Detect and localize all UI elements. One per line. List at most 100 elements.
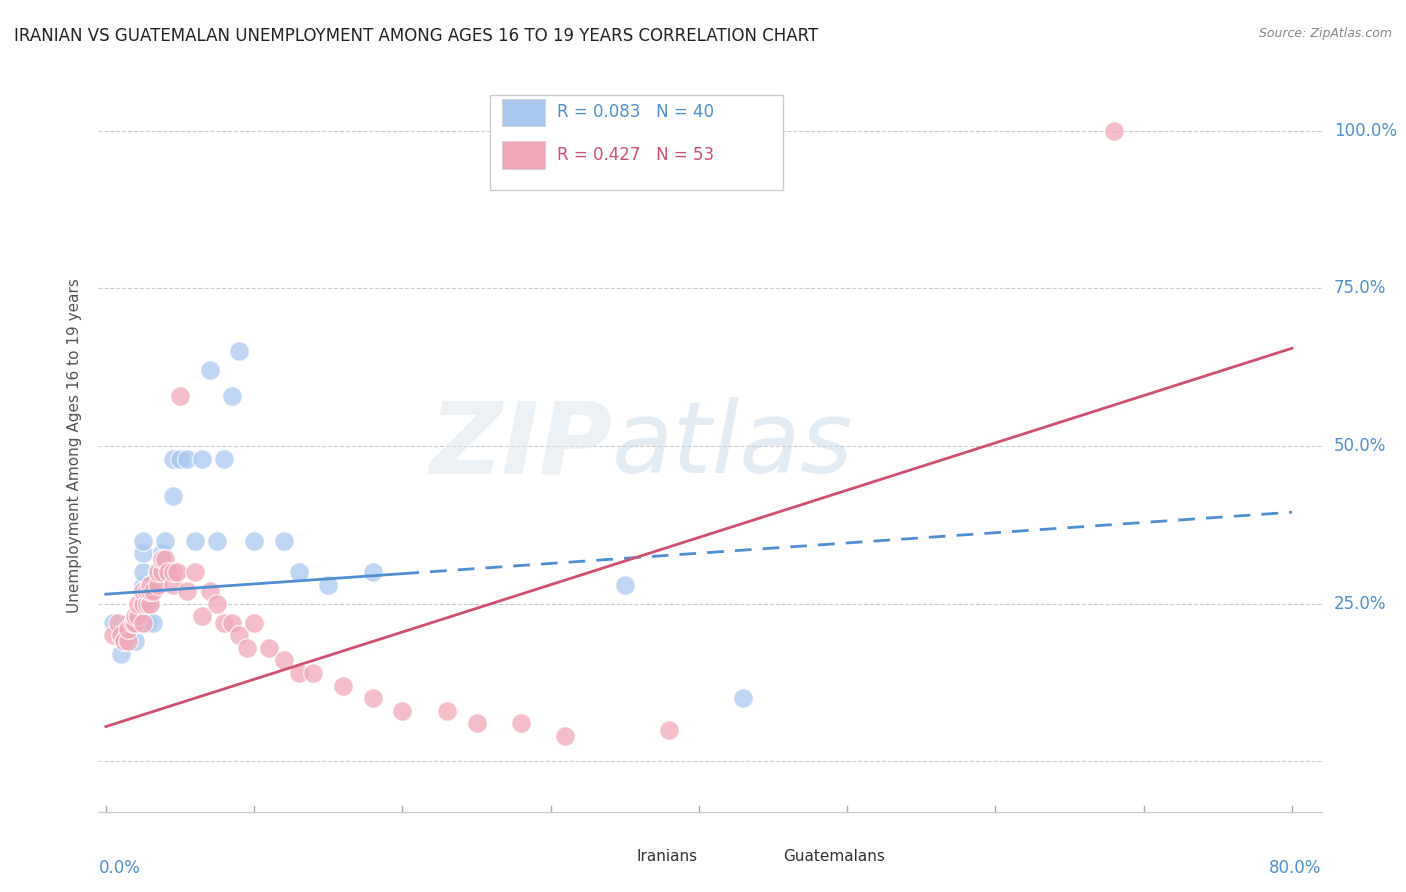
Point [162,578,184,592]
Point [136,597,159,611]
Point [169,388,191,402]
Text: 0.0%: 0.0% [98,859,141,877]
Point [613,578,636,592]
Point [132,578,155,592]
Point [205,533,228,548]
Point [146,578,169,592]
Point [162,565,184,579]
Point [273,533,295,548]
Point [157,565,180,579]
Point [139,597,162,611]
Point [146,565,169,579]
Point [162,451,184,466]
Point [166,565,188,579]
Point [391,704,413,718]
Point [117,628,139,642]
Point [184,533,207,548]
Point [221,615,243,630]
Text: 100.0%: 100.0% [1334,121,1398,140]
Point [257,640,280,655]
Point [107,615,129,630]
Bar [747,847,778,867]
Text: 25.0%: 25.0% [1334,595,1386,613]
Point [554,729,576,743]
Point [287,665,309,680]
Point [191,609,214,624]
Text: R = 0.083   N = 40: R = 0.083 N = 40 [557,103,714,121]
Y-axis label: Unemployment Among Ages 16 to 19 years: Unemployment Among Ages 16 to 19 years [67,278,83,614]
Bar [600,847,630,867]
Point [139,584,162,599]
Point [287,565,309,579]
Point [121,615,143,630]
Point [176,584,198,599]
Point [139,578,162,592]
Point [150,565,173,579]
Text: Guatemalans: Guatemalans [783,849,886,863]
Point [127,609,149,624]
Point [733,691,755,706]
Point [198,584,221,599]
Point [110,628,132,642]
Point [124,609,146,624]
Text: IRANIAN VS GUATEMALAN UNEMPLOYMENT AMONG AGES 16 TO 19 YEARS CORRELATION CHART: IRANIAN VS GUATEMALAN UNEMPLOYMENT AMONG… [14,27,818,45]
Point [235,640,257,655]
Point [205,597,228,611]
Point [132,546,155,560]
Text: Iranians: Iranians [637,849,697,863]
Text: atlas: atlas [612,398,853,494]
Point [132,597,155,611]
Point [150,546,173,560]
Point [142,584,165,599]
Point [146,565,169,579]
Point [136,615,159,630]
Point [150,552,173,566]
Point [191,451,214,466]
Bar [502,141,546,169]
Point [176,451,198,466]
Point [198,363,221,377]
Point [139,597,162,611]
Point [465,716,488,731]
Point [361,691,384,706]
Point [169,451,191,466]
Point [127,615,149,630]
Point [103,615,125,630]
Text: Source: ZipAtlas.com: Source: ZipAtlas.com [1258,27,1392,40]
Text: 80.0%: 80.0% [1270,859,1322,877]
Point [162,490,184,504]
Point [124,634,146,648]
Point [302,665,325,680]
Point [228,344,250,359]
Point [510,716,533,731]
Text: 50.0%: 50.0% [1334,437,1386,455]
Point [112,634,135,648]
Point [316,578,339,592]
Bar [489,95,783,190]
Text: R = 0.427   N = 53: R = 0.427 N = 53 [557,146,714,164]
Point [132,533,155,548]
Point [110,647,132,661]
Point [658,723,681,737]
Point [136,584,159,599]
Point [332,679,354,693]
Point [243,533,266,548]
Point [127,597,149,611]
Point [228,628,250,642]
Point [361,565,384,579]
Point [153,565,176,579]
Point [112,628,135,642]
Point [273,653,295,667]
Point [153,533,176,548]
Point [132,565,155,579]
Text: ZIP: ZIP [429,398,612,494]
Point [243,615,266,630]
Point [139,578,162,592]
Point [117,622,139,636]
Point [132,584,155,599]
Point [121,615,143,630]
Point [146,578,169,592]
Point [117,634,139,648]
Point [124,615,146,630]
Point [153,552,176,566]
